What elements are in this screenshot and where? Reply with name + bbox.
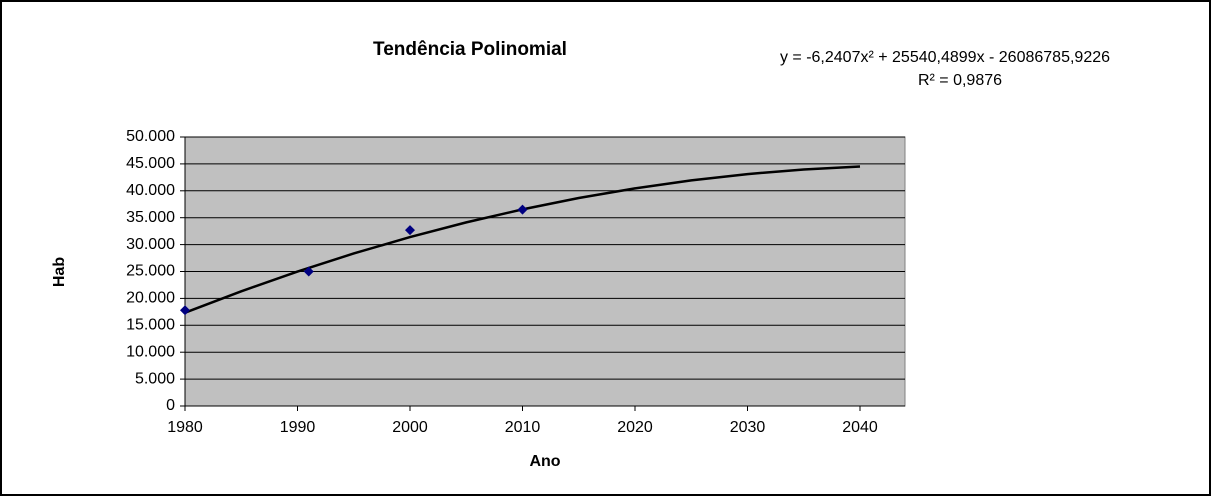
y-tick-label: 50.000	[126, 128, 175, 145]
y-tick-label: 45.000	[126, 155, 175, 172]
chart-title: Tendência Polinomial	[373, 39, 567, 60]
r-squared: R² = 0,9876	[918, 72, 1002, 89]
y-tick-label: 0	[166, 397, 175, 414]
data-point	[303, 266, 314, 277]
trend-equation: y = -6,2407x² + 25540,4899x - 26086785,9…	[780, 49, 1110, 66]
y-axis-label: Hab	[51, 257, 68, 287]
y-tick-label: 10.000	[126, 343, 175, 360]
x-tick-label: 1990	[280, 419, 316, 436]
y-tick-label: 15.000	[126, 317, 175, 334]
x-tick-label: 2000	[392, 419, 428, 436]
x-tick-label: 1980	[167, 419, 203, 436]
data-point	[180, 305, 190, 316]
x-axis-label: Ano	[529, 453, 560, 470]
x-tick-label: 2020	[617, 419, 653, 436]
data-point	[405, 225, 415, 236]
y-tick-label: 25.000	[126, 263, 175, 280]
data-point	[517, 204, 528, 215]
x-tick-label: 2010	[505, 419, 541, 436]
x-tick-label: 2030	[730, 419, 766, 436]
x-tick-label: 2040	[842, 419, 878, 436]
y-tick-label: 20.000	[126, 290, 175, 307]
plot-area	[180, 136, 906, 407]
y-tick-label: 35.000	[126, 209, 175, 226]
y-tick-label: 5.000	[135, 370, 175, 387]
y-tick-label: 40.000	[126, 182, 175, 199]
y-tick-label: 30.000	[126, 236, 175, 253]
